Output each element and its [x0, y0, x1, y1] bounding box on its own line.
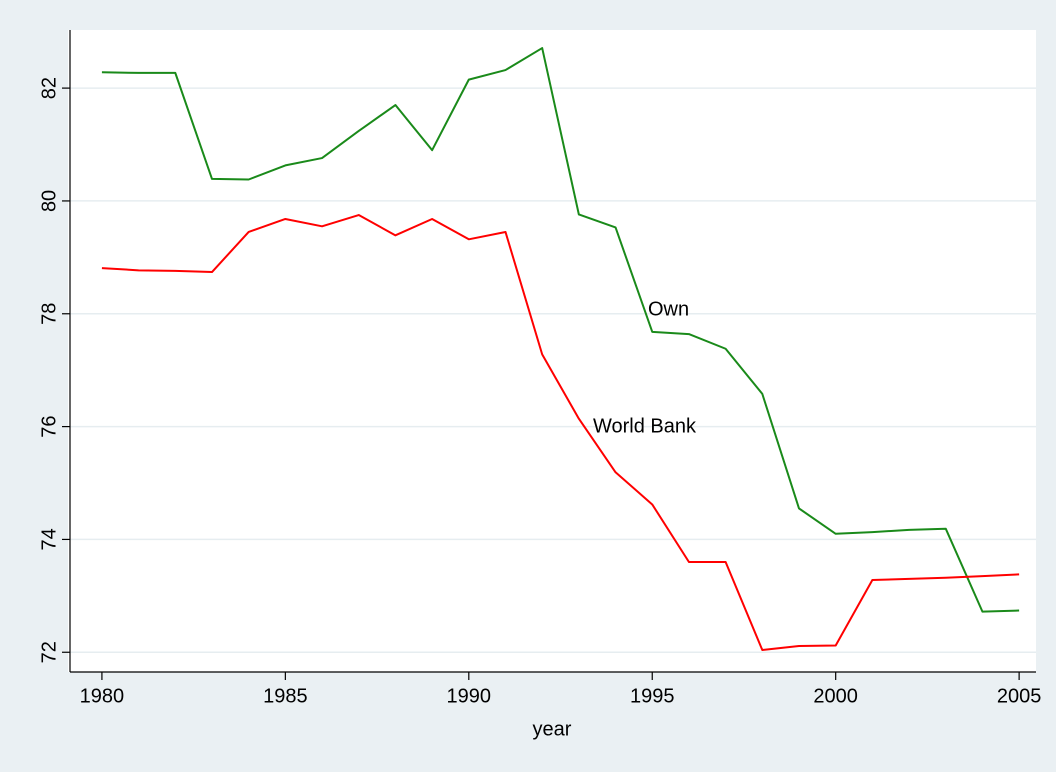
- y-tick-label: 78: [38, 303, 60, 325]
- x-tick-label: 1990: [447, 685, 492, 707]
- lines: [101, 47, 1020, 651]
- ticks: 72 74 76 78 80 82 1980 1985 1990 1995 2000 2005: [38, 77, 1041, 707]
- x-tick-label: 1980: [80, 685, 125, 707]
- series-line: [101, 214, 1020, 651]
- y-tick-label: 80: [38, 190, 60, 212]
- series-label: World Bank: [593, 415, 697, 437]
- y-tick-label: 72: [38, 641, 60, 663]
- plot-area: [68, 30, 1036, 672]
- x-tick-label: 1985: [263, 685, 308, 707]
- x-axis-title: year: [533, 718, 572, 740]
- y-tick-label: 74: [38, 528, 60, 550]
- series-line: [101, 47, 1020, 613]
- grid: [70, 87, 1036, 654]
- x-tick-label: 1995: [630, 685, 675, 707]
- x-tick-label: 2000: [813, 685, 858, 707]
- series-label: Own: [648, 298, 689, 320]
- y-tick-label: 76: [38, 415, 60, 437]
- x-tick-label: 2005: [997, 685, 1042, 707]
- y-tick-label: 82: [38, 77, 60, 99]
